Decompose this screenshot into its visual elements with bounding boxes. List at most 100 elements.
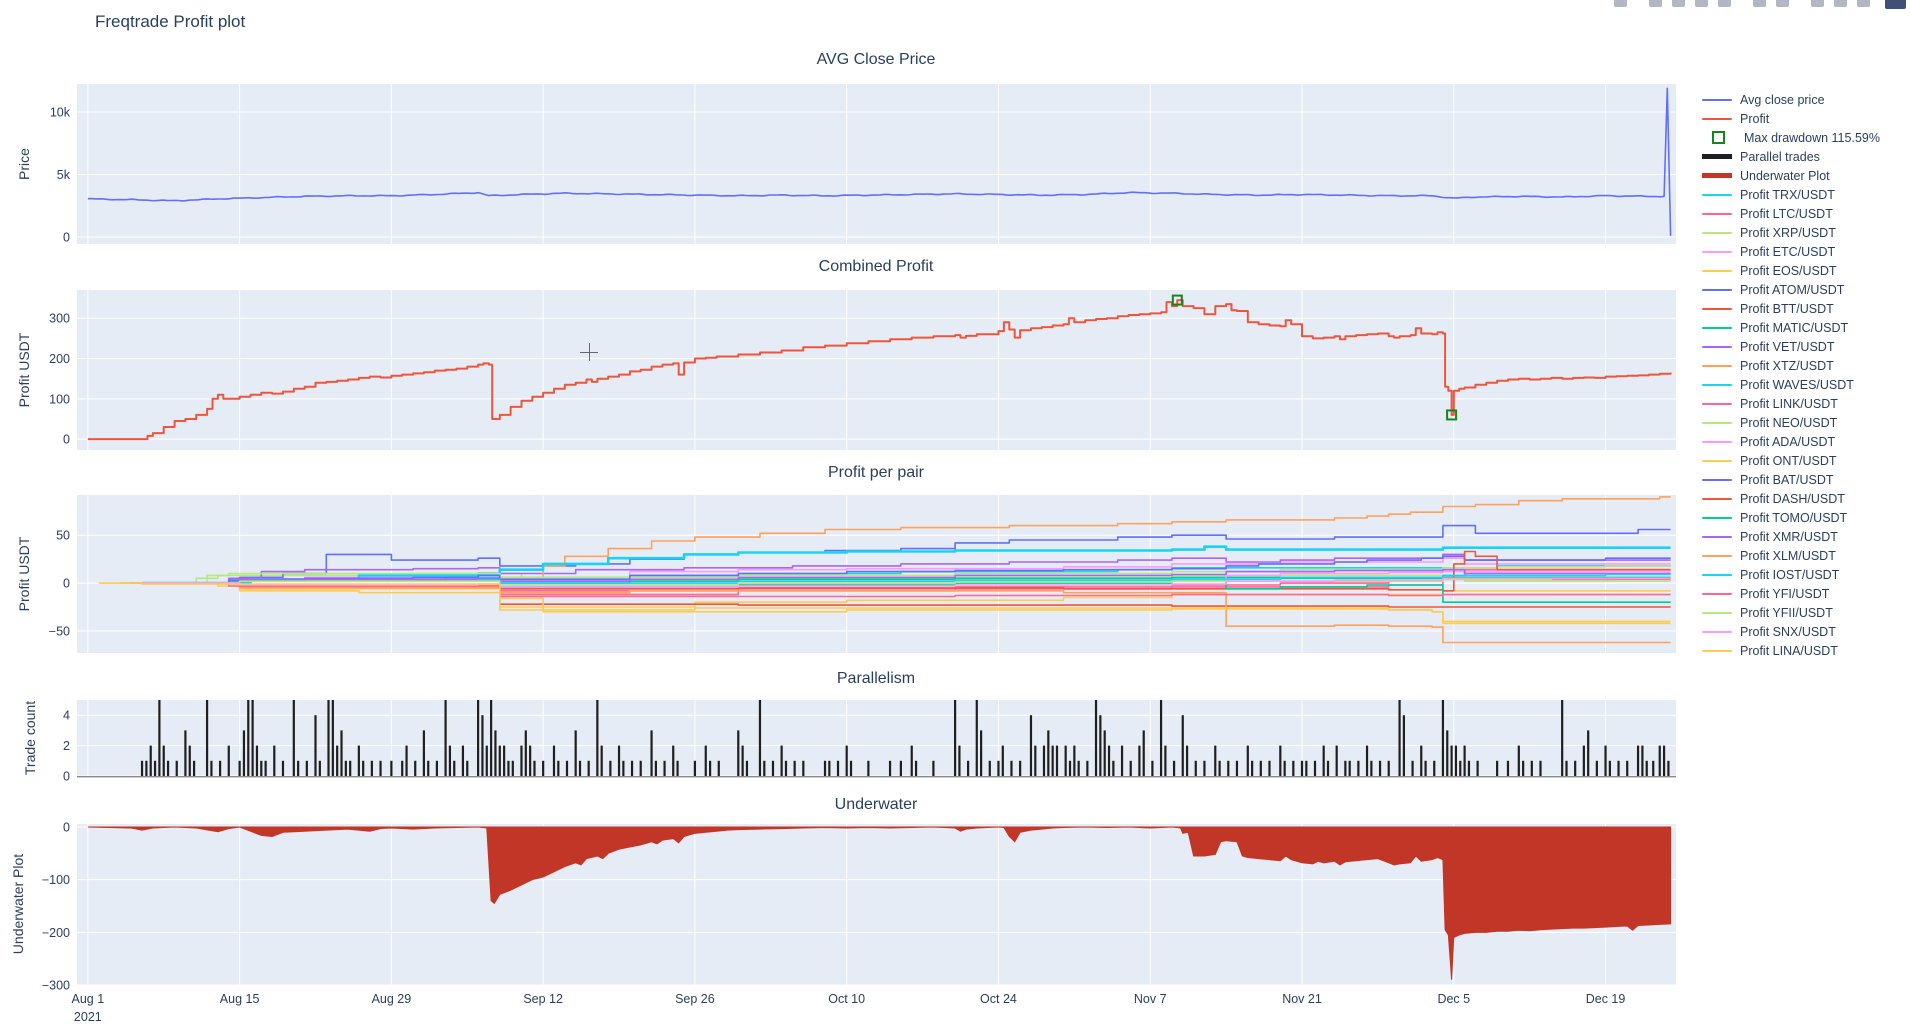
trade-count-bar — [574, 730, 577, 776]
autoscale-icon[interactable] — [1753, 0, 1766, 7]
legend-item-label: Profit EOS/USDT — [1740, 263, 1837, 278]
trade-count-bar — [823, 760, 827, 776]
trade-count-bar — [1313, 760, 1317, 776]
max-drawdown-marker[interactable] — [1171, 294, 1183, 306]
trade-count-bar — [292, 700, 295, 776]
toggle-spikelines-icon[interactable] — [1811, 0, 1824, 7]
legend-item-profit-waves-usdt[interactable]: Profit WAVES/USDT — [1700, 375, 1880, 394]
zoom-icon[interactable] — [1649, 0, 1662, 7]
y-tick-label: 0 — [63, 433, 70, 447]
pan-icon[interactable] — [1672, 0, 1685, 7]
download-plot-icon[interactable] — [1614, 0, 1627, 7]
trade-count-bar — [617, 745, 621, 776]
legend-item-profit-xmr-usdt[interactable]: Profit XMR/USDT — [1700, 527, 1880, 546]
zoom-in-icon[interactable] — [1695, 0, 1708, 7]
legend-line-swatch-icon — [1702, 98, 1732, 101]
legend-line-swatch-icon — [1702, 269, 1732, 272]
legend-item-profit-atom-usdt[interactable]: Profit ATOM/USDT — [1700, 280, 1880, 299]
trade-count-bar — [1107, 745, 1111, 776]
legend-item-profit-etc-usdt[interactable]: Profit ETC/USDT — [1700, 242, 1880, 261]
legend-item-profit-snx-usdt[interactable]: Profit SNX/USDT — [1700, 622, 1880, 641]
legend-item-profit-xtz-usdt[interactable]: Profit XTZ/USDT — [1700, 356, 1880, 375]
trade-count-bar — [205, 700, 209, 776]
trade-count-bar — [1047, 730, 1050, 776]
trade-count-bar — [1636, 745, 1640, 776]
trade-count-bar — [1506, 760, 1510, 776]
legend-item-label: Underwater Plot — [1740, 168, 1830, 183]
trade-count-bar — [717, 760, 720, 776]
hover-closest-icon[interactable] — [1834, 0, 1847, 7]
trade-count-bar — [242, 730, 246, 776]
trade-count-bar — [587, 760, 590, 776]
trade-count-bar — [542, 760, 545, 776]
legend-item-avg-close-price[interactable]: Avg close price — [1700, 90, 1880, 109]
x-tick-label: Aug 15 — [220, 992, 260, 1006]
legend-item-profit-matic-usdt[interactable]: Profit MATIC/USDT — [1700, 318, 1880, 337]
reset-axes-icon[interactable] — [1776, 0, 1789, 7]
y-tick-label: 0 — [63, 821, 70, 835]
legend-item-profit-yfi-usdt[interactable]: Profit YFI/USDT — [1700, 584, 1880, 603]
plotly-logo[interactable] — [1885, 0, 1906, 9]
legend-item-profit-bat-usdt[interactable]: Profit BAT/USDT — [1700, 470, 1880, 489]
legend-item-profit-ltc-usdt[interactable]: Profit LTC/USDT — [1700, 204, 1880, 223]
trade-count-bar — [1138, 745, 1141, 776]
legend-item-max-drawdown-115-59-[interactable]: Max drawdown 115.59% — [1700, 128, 1880, 147]
trade-count-bar — [511, 760, 514, 776]
legend-line-swatch-icon — [1702, 193, 1732, 196]
trade-count-bar — [149, 745, 152, 776]
trade-count-bar — [867, 760, 870, 776]
trade-count-bar — [1378, 760, 1382, 776]
y-tick-label: −100 — [42, 873, 70, 887]
trade-count-bar — [980, 730, 983, 776]
legend-item-label: Profit ONT/USDT — [1740, 453, 1837, 468]
legend-item-profit-ont-usdt[interactable]: Profit ONT/USDT — [1700, 451, 1880, 470]
legend-item-profit-yfii-usdt[interactable]: Profit YFII/USDT — [1700, 603, 1880, 622]
legend-item-profit-eos-usdt[interactable]: Profit EOS/USDT — [1700, 261, 1880, 280]
trade-count-bar — [596, 700, 599, 776]
trade-count-bar — [793, 760, 796, 776]
trade-count-bar — [533, 760, 536, 776]
max-drawdown-marker[interactable] — [1446, 409, 1458, 421]
legend-item-profit-xrp-usdt[interactable]: Profit XRP/USDT — [1700, 223, 1880, 242]
trade-count-bar — [1094, 700, 1098, 776]
legend-item-label: Profit XTZ/USDT — [1740, 358, 1834, 373]
trade-count-bar — [362, 760, 365, 776]
legend-line-swatch-icon — [1702, 630, 1732, 633]
modebar[interactable] — [1609, 0, 1906, 9]
x-tick-label: Sep 12 — [523, 992, 563, 1006]
legend-item-profit-tomo-usdt[interactable]: Profit TOMO/USDT — [1700, 508, 1880, 527]
trade-count-bar — [166, 760, 170, 776]
legend-item-profit-vet-usdt[interactable]: Profit VET/USDT — [1700, 337, 1880, 356]
trade-count-bar — [557, 760, 560, 776]
trade-count-bar — [958, 745, 961, 776]
legend-item-profit-btt-usdt[interactable]: Profit BTT/USDT — [1700, 299, 1880, 318]
legend-item-underwater-plot[interactable]: Underwater Plot — [1700, 166, 1880, 185]
trade-count-bar — [1662, 745, 1666, 776]
trade-count-bar — [1305, 760, 1308, 776]
trade-count-bar — [1387, 760, 1390, 776]
legend-item-profit[interactable]: Profit — [1700, 109, 1880, 128]
legend-line-swatch-icon — [1702, 459, 1732, 462]
legend-item-profit-ada-usdt[interactable]: Profit ADA/USDT — [1700, 432, 1880, 451]
legend-item-profit-neo-usdt[interactable]: Profit NEO/USDT — [1700, 413, 1880, 432]
trade-count-bar — [845, 745, 848, 776]
zoom-out-icon[interactable] — [1718, 0, 1731, 7]
y-tick-label: 100 — [49, 392, 70, 406]
legend-item-profit-dash-usdt[interactable]: Profit DASH/USDT — [1700, 489, 1880, 508]
trade-count-bar — [1402, 715, 1405, 776]
legend-item-label: Profit SNX/USDT — [1740, 624, 1836, 639]
trade-count-bar — [490, 700, 493, 776]
trade-count-bar — [1279, 745, 1282, 776]
legend-item-profit-xlm-usdt[interactable]: Profit XLM/USDT — [1700, 546, 1880, 565]
legend-item-profit-lina-usdt[interactable]: Profit LINA/USDT — [1700, 641, 1880, 660]
trade-count-bar — [1235, 760, 1239, 776]
subplot-title-combined-profit: Combined Profit — [818, 258, 934, 275]
legend-item-parallel-trades[interactable]: Parallel trades — [1700, 147, 1880, 166]
legend-item-profit-link-usdt[interactable]: Profit LINK/USDT — [1700, 394, 1880, 413]
trade-count-bar — [344, 760, 347, 776]
legend-item-profit-trx-usdt[interactable]: Profit TRX/USDT — [1700, 185, 1880, 204]
y-tick-label: −300 — [42, 979, 70, 993]
hover-compare-icon[interactable] — [1857, 0, 1870, 7]
legend-item-profit-iost-usdt[interactable]: Profit IOST/USDT — [1700, 565, 1880, 584]
legend-item-label: Max drawdown 115.59% — [1744, 130, 1880, 145]
